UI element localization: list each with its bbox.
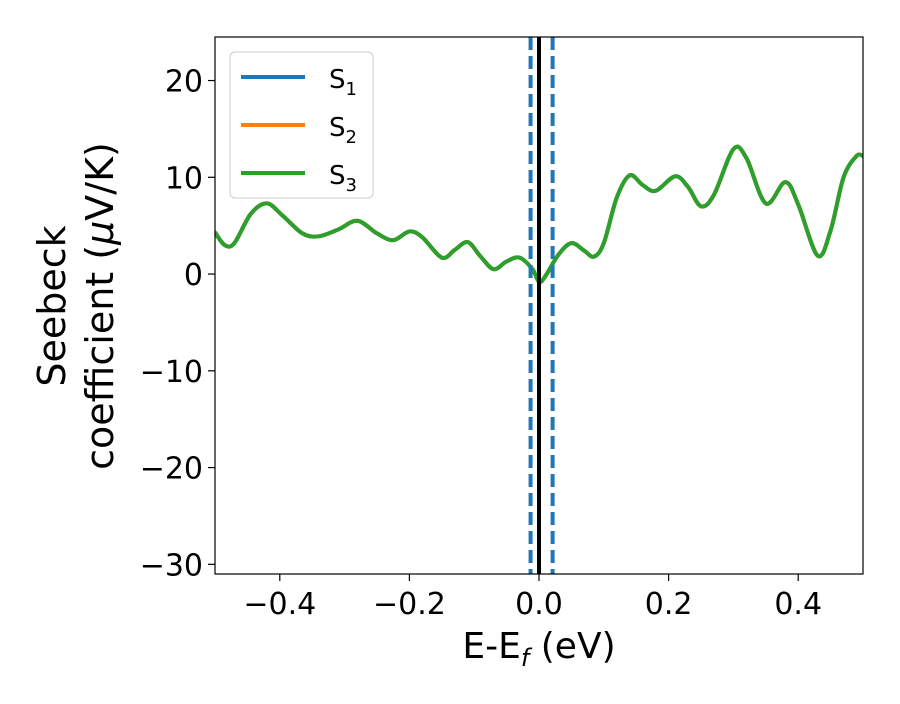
y-tick-label: −20: [140, 452, 203, 487]
x-tick-label: 0.4: [774, 587, 822, 622]
x-tick-label: −0.2: [373, 587, 446, 622]
x-tick-label: −0.4: [243, 587, 316, 622]
x-axis-label: E-Ef (eV): [462, 626, 615, 672]
y-tick-label: −10: [140, 355, 203, 390]
y-axis-ticks: 20 10 0 −10 −20 −30: [140, 65, 215, 583]
y-axis-label-line1: Seebeck: [30, 225, 74, 386]
legend: S1 S2 S3: [229, 51, 374, 199]
data-layer: [215, 37, 863, 574]
series-line-s3: [215, 144, 863, 285]
y-tick-label: 0: [184, 258, 203, 293]
legend-label-s3: S3: [329, 161, 357, 196]
x-tick-label: 0.2: [645, 587, 693, 622]
x-axis-ticks: −0.4 −0.2 0.0 0.2 0.4: [243, 574, 822, 622]
y-tick-label: −30: [140, 548, 203, 583]
y-tick-label: 10: [165, 161, 203, 196]
legend-label-s1: S1: [329, 65, 357, 100]
legend-label-s2: S2: [329, 113, 357, 148]
y-tick-label: 20: [165, 65, 203, 100]
y-axis-label-line2: coefficient (μV/K): [78, 142, 122, 470]
y-axis-label: Seebeck coefficient (μV/K): [30, 142, 122, 470]
x-tick-label: 0.0: [515, 587, 563, 622]
